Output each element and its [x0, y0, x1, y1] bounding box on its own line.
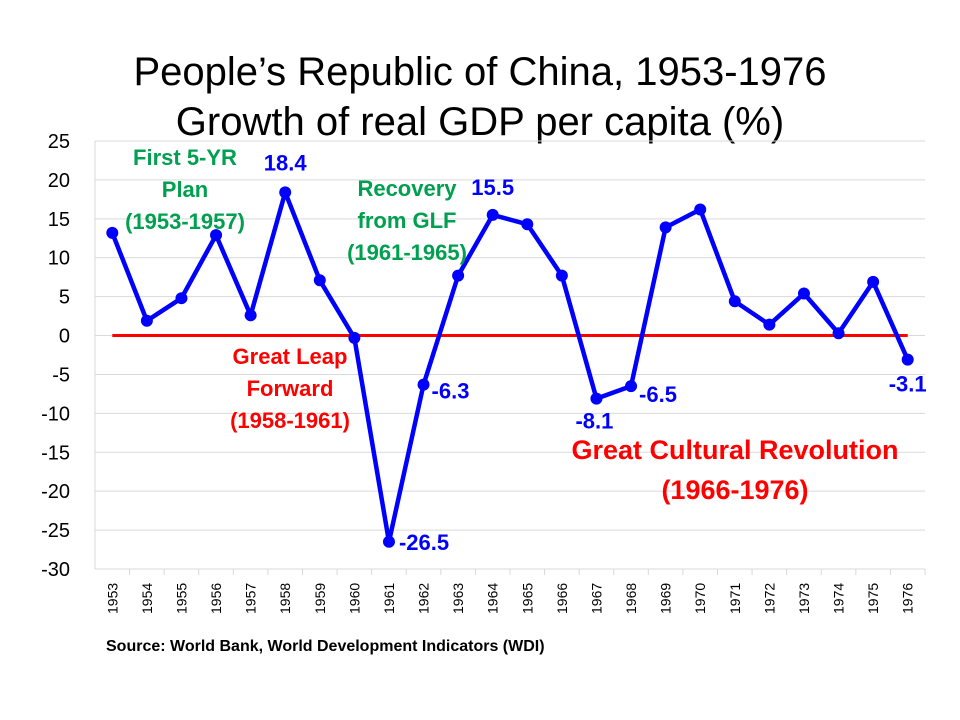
data-label: -6.3 — [432, 379, 470, 404]
data-point — [279, 186, 292, 199]
x-tick-label: 1976 — [900, 583, 916, 614]
annotation-first-plan: First 5-YR Plan (1953-1957) — [105, 142, 265, 238]
data-point — [797, 287, 810, 300]
data-point — [625, 380, 638, 393]
data-point — [313, 274, 326, 287]
x-tick-label: 1957 — [243, 583, 259, 614]
x-tick-label: 1974 — [831, 583, 847, 614]
series-line — [110, 190, 910, 545]
data-point — [590, 392, 603, 405]
x-tick-label: 1955 — [173, 583, 189, 614]
x-tick-label: 1953 — [104, 583, 120, 614]
y-tick-label: -10 — [41, 403, 70, 425]
y-tick-label: 0 — [59, 326, 70, 348]
x-tick-label: 1961 — [381, 583, 397, 614]
x-tick-label: 1964 — [485, 583, 501, 614]
data-point — [244, 309, 257, 322]
x-tick-label: 1963 — [450, 583, 466, 614]
y-tick-label: 10 — [48, 248, 70, 270]
data-point — [106, 226, 119, 239]
annotation-line: Forward — [246, 376, 334, 401]
data-point — [867, 275, 880, 288]
data-point — [763, 318, 776, 331]
x-tick-label: 1960 — [346, 583, 362, 614]
data-point — [175, 292, 188, 305]
y-tick-label: -25 — [41, 520, 70, 542]
annotation-line: First 5-YR — [133, 145, 237, 170]
data-point — [555, 269, 568, 282]
x-tick-label: 1956 — [208, 583, 224, 614]
y-tick-label: -30 — [41, 559, 70, 581]
y-tick-label: 15 — [48, 209, 70, 231]
annotation-line: Plan — [161, 177, 209, 202]
data-point — [901, 353, 914, 366]
data-label: -8.1 — [575, 409, 613, 434]
x-tick-label: 1969 — [658, 583, 674, 614]
data-point — [348, 331, 361, 344]
data-point — [659, 221, 672, 234]
annotation-recovery: Recovery from GLF (1961-1965) — [327, 173, 487, 269]
chart-subtitle: Growth of real GDP per capita (%) — [175, 100, 785, 144]
annotation-line: (1966-1976) — [661, 475, 809, 505]
data-point — [728, 295, 741, 308]
annotation-line: Recovery — [357, 176, 457, 201]
annotation-line: Great Cultural Revolution — [571, 435, 899, 465]
y-tick-label: -5 — [52, 364, 70, 386]
x-tick-label: 1968 — [623, 583, 639, 614]
x-tick-label: 1970 — [692, 583, 708, 614]
y-tick-label: -15 — [41, 442, 70, 464]
x-tick-label: 1959 — [312, 583, 328, 614]
data-label: -6.5 — [639, 382, 677, 407]
x-tick-label: 1966 — [554, 583, 570, 614]
y-tick-label: 5 — [59, 287, 70, 309]
y-tick-label: 25 — [48, 131, 70, 153]
annotation-great-leap-forward: Great Leap Forward (1958-1961) — [210, 341, 370, 437]
x-tick-label: 1973 — [796, 583, 812, 614]
data-point — [521, 218, 534, 231]
chart-title: People’s Republic of China, 1953-1976 — [133, 50, 827, 94]
data-point — [452, 269, 465, 282]
data-point — [694, 203, 707, 216]
x-tick-label: 1971 — [727, 583, 743, 614]
data-label: -26.5 — [399, 530, 449, 555]
x-tick-label: 1962 — [416, 583, 432, 614]
data-point — [140, 314, 153, 327]
x-tick-label: 1967 — [588, 583, 604, 614]
annotation-line: Great Leap — [232, 344, 348, 369]
x-tick-label: 1965 — [519, 583, 535, 614]
y-tick-label: -20 — [41, 481, 70, 503]
data-label: 18.4 — [264, 150, 308, 175]
data-point — [382, 535, 395, 548]
annotation-line: from GLF — [357, 208, 457, 233]
x-tick-label: 1958 — [277, 583, 293, 614]
data-label: -3.1 — [889, 372, 927, 397]
data-label: 15.5 — [471, 175, 514, 200]
annotation-cultural-revolution: Great Cultural Revolution (1966-1976) — [540, 430, 930, 510]
data-point — [486, 208, 499, 221]
annotation-line: (1961-1965) — [347, 240, 467, 265]
x-tick-label: 1954 — [139, 583, 155, 614]
x-tick-label: 1972 — [761, 583, 777, 614]
x-tick-label: 1975 — [865, 583, 881, 614]
annotation-line: (1958-1961) — [230, 408, 350, 433]
y-tick-label: 20 — [48, 170, 70, 192]
data-point — [210, 229, 223, 242]
annotation-line: (1953-1957) — [125, 209, 245, 234]
data-point — [832, 327, 845, 340]
data-point — [417, 378, 430, 391]
source-note: Source: World Bank, World Development In… — [106, 638, 545, 655]
